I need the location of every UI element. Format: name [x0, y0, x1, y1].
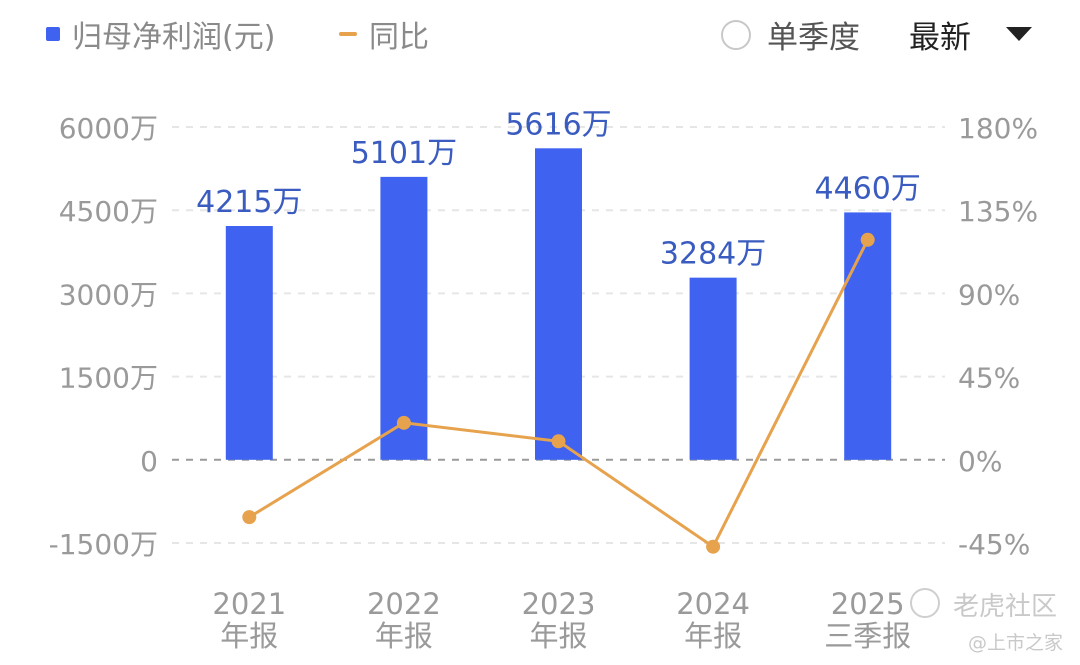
- x-tick-label-period: 年报: [684, 619, 742, 653]
- x-tick-label-year: 2024: [676, 587, 750, 621]
- y-right-tick-label: 45%: [958, 362, 1020, 395]
- y-right-tick-label: 135%: [958, 195, 1038, 228]
- legend-line-label: 同比: [369, 20, 429, 55]
- latest-dropdown-label[interactable]: 最新: [909, 20, 971, 56]
- x-tick-label-period: 年报: [375, 619, 433, 653]
- y-right-tick-label: -45%: [958, 528, 1030, 561]
- bar-value-label: 3284万: [660, 237, 766, 272]
- yoy-point: [242, 510, 257, 525]
- line-swatch: [339, 32, 357, 36]
- yoy-point: [396, 415, 411, 430]
- legend-row: 归母净利润(元) 同比 单季度 最新: [0, 0, 1080, 70]
- y-left-tick-label: 1500万: [59, 362, 158, 395]
- y-right-tick-label: 180%: [958, 112, 1038, 145]
- tiger-logo-icon: [910, 588, 940, 618]
- y-left-tick-label: 0: [140, 445, 158, 478]
- legend-bar-label: 归母净利润(元): [72, 20, 276, 55]
- bar: [535, 148, 582, 460]
- y-left-tick-label: 3000万: [59, 278, 158, 311]
- y-right-tick-label: 90%: [958, 278, 1020, 311]
- x-tick-label-period: 三季报: [824, 619, 911, 653]
- x-tick-label-year: 2022: [367, 587, 441, 621]
- legend-line-series[interactable]: 同比: [339, 12, 429, 56]
- single-quarter-radio[interactable]: [721, 20, 751, 50]
- yoy-point: [860, 232, 875, 247]
- bar-value-label: 5101万: [351, 136, 457, 171]
- legend-bar-series[interactable]: 归母净利润(元): [46, 12, 275, 56]
- x-tick-label-year: 2021: [212, 587, 286, 621]
- bar: [689, 277, 737, 460]
- yoy-point: [551, 434, 566, 449]
- y-left-tick-label: -1500万: [49, 528, 158, 561]
- yoy-point: [706, 539, 721, 554]
- bar-value-label: 4460万: [815, 171, 921, 206]
- y-left-tick-label: 4500万: [59, 195, 158, 228]
- bar: [844, 212, 892, 460]
- x-tick-label-year: 2025: [831, 587, 905, 621]
- bar: [225, 226, 273, 460]
- x-tick-label-period: 年报: [529, 619, 587, 653]
- caret-down-icon[interactable]: [1006, 27, 1032, 41]
- single-quarter-label[interactable]: 单季度: [767, 20, 860, 56]
- bar: [380, 176, 428, 460]
- bar-value-label: 5616万: [505, 107, 611, 142]
- y-right-tick-label: 0%: [958, 445, 1002, 478]
- bar-value-label: 4215万: [196, 185, 302, 220]
- watermark-sub: @上市之家: [968, 632, 1064, 654]
- x-tick-label-period: 年报: [220, 619, 278, 653]
- watermark-main: 老虎社区: [953, 592, 1058, 622]
- bar-swatch: [46, 27, 60, 41]
- x-tick-label-year: 2023: [522, 587, 596, 621]
- y-left-tick-label: 6000万: [59, 112, 158, 145]
